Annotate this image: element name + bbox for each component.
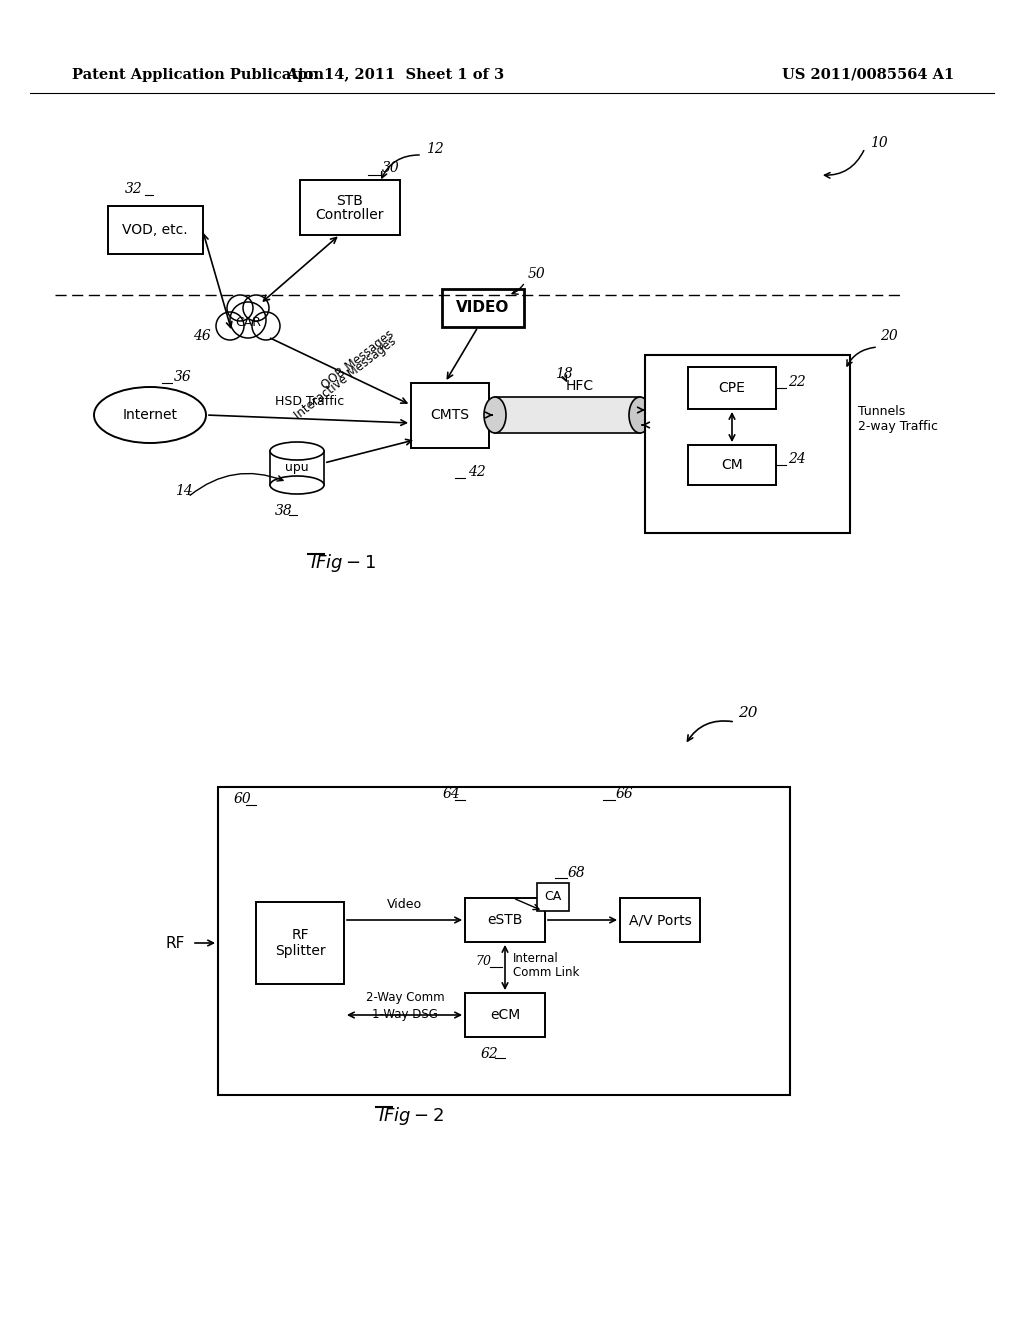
Text: upu: upu — [286, 462, 309, 474]
FancyBboxPatch shape — [645, 355, 850, 533]
Text: 12: 12 — [426, 143, 443, 156]
Text: 50: 50 — [528, 267, 546, 281]
Text: A/V Ports: A/V Ports — [629, 913, 691, 927]
Circle shape — [252, 312, 280, 341]
Text: Patent Application Publication: Patent Application Publication — [72, 69, 324, 82]
Circle shape — [216, 312, 244, 341]
FancyBboxPatch shape — [495, 397, 640, 433]
Text: 66: 66 — [616, 787, 634, 801]
Text: 60: 60 — [234, 792, 252, 807]
Text: 36: 36 — [174, 370, 191, 384]
Text: 20: 20 — [880, 329, 898, 343]
Text: Splitter: Splitter — [274, 944, 326, 958]
Text: 14: 14 — [175, 484, 193, 498]
FancyBboxPatch shape — [300, 180, 400, 235]
FancyBboxPatch shape — [465, 898, 545, 942]
Text: RF: RF — [291, 928, 309, 942]
Text: CM: CM — [721, 458, 742, 473]
Text: eSTB: eSTB — [487, 913, 522, 927]
Text: 1-Way DSG: 1-Way DSG — [372, 1008, 438, 1020]
FancyBboxPatch shape — [442, 289, 524, 327]
Text: CAR: CAR — [234, 315, 261, 329]
Text: 62: 62 — [481, 1047, 499, 1061]
FancyBboxPatch shape — [465, 993, 545, 1038]
Text: 24: 24 — [788, 451, 806, 466]
Text: 38: 38 — [275, 504, 293, 517]
FancyBboxPatch shape — [688, 445, 776, 484]
Ellipse shape — [270, 477, 324, 494]
Text: Controller: Controller — [315, 209, 384, 222]
Ellipse shape — [629, 397, 651, 433]
Text: 2-way Traffic: 2-way Traffic — [858, 420, 938, 433]
Text: Comm Link: Comm Link — [513, 966, 580, 979]
Circle shape — [230, 302, 266, 338]
Text: 10: 10 — [870, 136, 888, 150]
Text: HFC: HFC — [566, 379, 594, 393]
Text: Apr. 14, 2011  Sheet 1 of 3: Apr. 14, 2011 Sheet 1 of 3 — [286, 69, 504, 82]
Ellipse shape — [270, 442, 324, 459]
Text: CMTS: CMTS — [430, 408, 469, 422]
Text: 30: 30 — [382, 161, 399, 176]
Ellipse shape — [94, 387, 206, 444]
FancyBboxPatch shape — [218, 787, 790, 1096]
Text: Video: Video — [387, 898, 422, 911]
Text: 20: 20 — [738, 706, 758, 719]
FancyBboxPatch shape — [688, 367, 776, 409]
FancyBboxPatch shape — [537, 883, 569, 911]
Text: RF: RF — [166, 936, 185, 950]
Text: VOD, etc.: VOD, etc. — [122, 223, 187, 238]
Text: 70: 70 — [475, 954, 490, 968]
FancyBboxPatch shape — [411, 383, 489, 447]
Text: 22: 22 — [788, 375, 806, 389]
Text: 42: 42 — [468, 465, 485, 479]
Ellipse shape — [484, 397, 506, 433]
Text: 68: 68 — [568, 866, 586, 880]
FancyBboxPatch shape — [108, 206, 203, 253]
Text: 46: 46 — [193, 329, 211, 343]
Text: VIDEO: VIDEO — [457, 301, 510, 315]
Text: OOB Messages: OOB Messages — [319, 327, 396, 392]
Text: HSD Traffic: HSD Traffic — [275, 395, 345, 408]
Circle shape — [243, 294, 269, 321]
Text: Internal: Internal — [513, 953, 559, 965]
Text: 18: 18 — [555, 367, 572, 381]
Text: $\it{IFig-1}$: $\it{IFig-1}$ — [310, 552, 376, 574]
FancyBboxPatch shape — [256, 902, 344, 983]
Text: 2-Way Comm: 2-Way Comm — [366, 991, 444, 1005]
Text: Tunnels: Tunnels — [858, 405, 905, 418]
Circle shape — [227, 294, 253, 321]
Text: Interactive Messages: Interactive Messages — [292, 334, 398, 421]
Text: eCM: eCM — [489, 1008, 520, 1022]
Text: Internet: Internet — [123, 408, 177, 422]
Text: 64: 64 — [443, 787, 461, 801]
FancyBboxPatch shape — [620, 898, 700, 942]
Text: CPE: CPE — [719, 381, 745, 395]
Text: $\it{IFig-2}$: $\it{IFig-2}$ — [378, 1105, 444, 1127]
Text: STB: STB — [337, 194, 364, 209]
Text: US 2011/0085564 A1: US 2011/0085564 A1 — [782, 69, 954, 82]
Text: CA: CA — [545, 891, 561, 903]
Text: 32: 32 — [125, 182, 142, 195]
FancyBboxPatch shape — [270, 451, 324, 484]
